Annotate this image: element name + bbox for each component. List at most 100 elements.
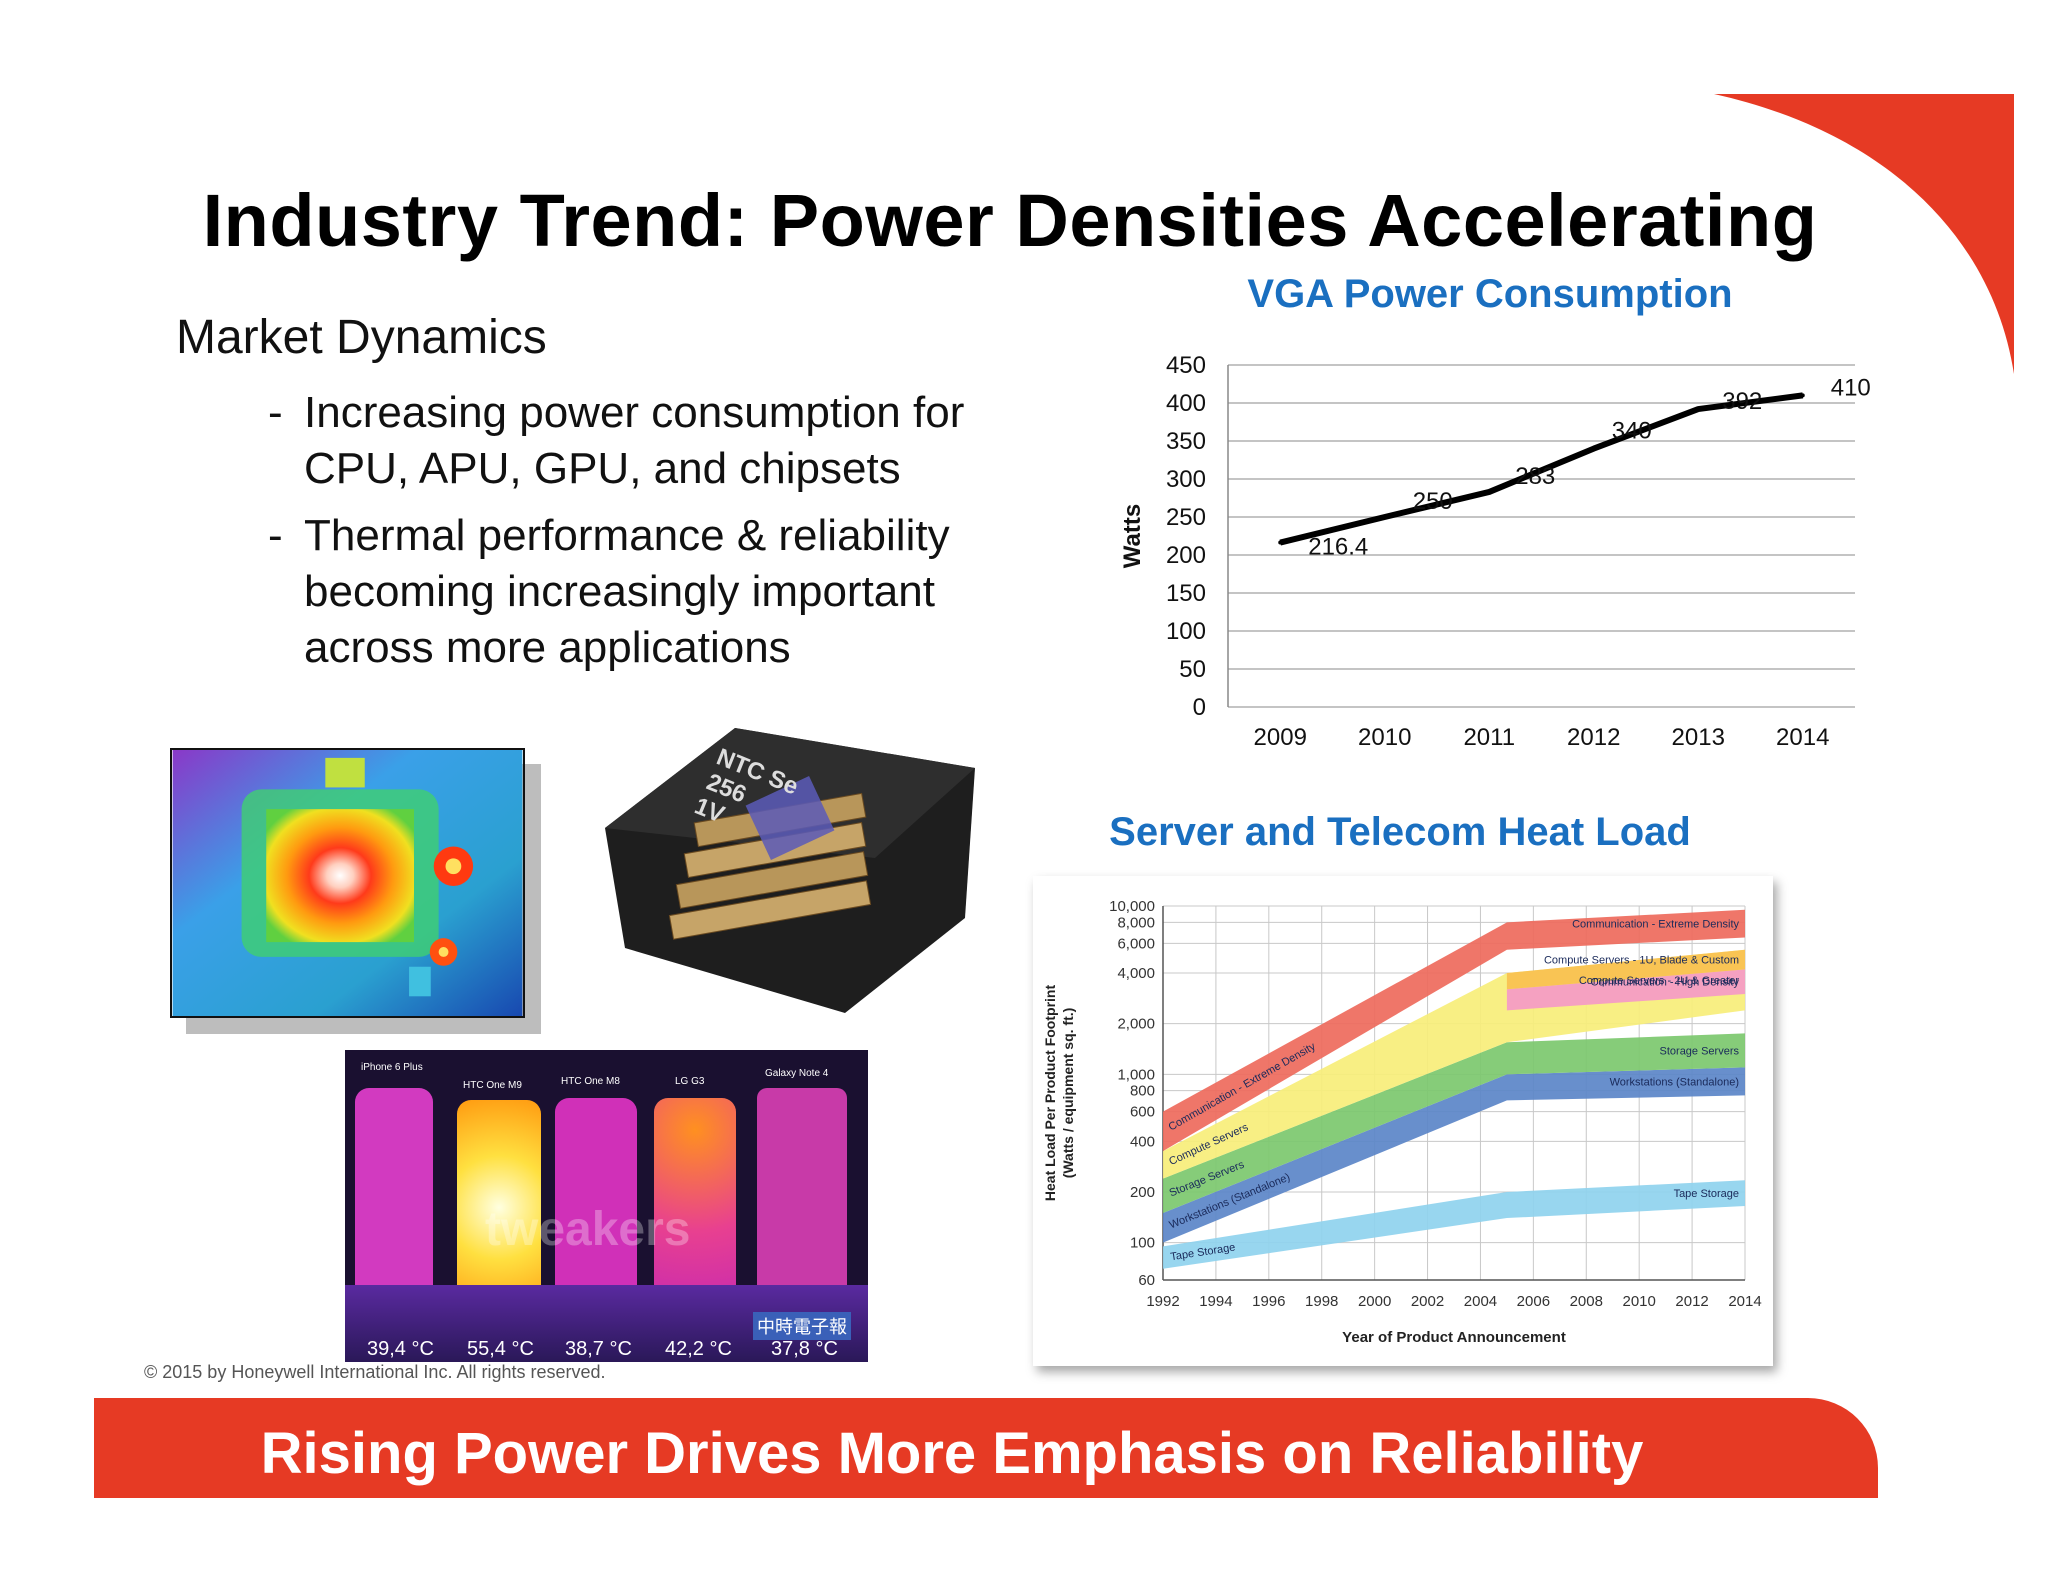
vga-data-point	[1382, 515, 1387, 519]
heat-band	[1506, 949, 1745, 990]
cpu-component-top	[325, 757, 365, 788]
heat-x-tick-label: 2002	[1411, 1293, 1444, 1310]
phone-temp-5: 37,8 °C	[771, 1338, 838, 1360]
news-logo: 中時電子報	[753, 1312, 851, 1340]
bullet-1-line-2: CPU, APU, GPU, and chipsets	[304, 444, 901, 493]
vga-y-tick-label: 100	[1166, 618, 1206, 645]
heat-x-tick-label: 2004	[1464, 1293, 1497, 1310]
heat-chart-title: Server and Telecom Heat Load	[1109, 810, 1691, 854]
bullet-1-line-1: Increasing power consumption for	[304, 388, 965, 437]
heat-band	[1506, 969, 1745, 1011]
vga-y-tick-label: 350	[1166, 428, 1206, 455]
vga-y-tick-label: 150	[1166, 580, 1206, 607]
cpu-component-bottom	[409, 966, 431, 997]
slide-title: Industry Trend: Power Densities Accelera…	[202, 179, 1818, 262]
vga-data-label: 250	[1413, 488, 1453, 515]
phone-body-2	[457, 1100, 541, 1315]
phone-temp-1: 39,4 °C	[367, 1338, 434, 1360]
phone-name-4: LG G3	[675, 1076, 705, 1087]
thermal-phones-image: iPhone 6 Plus HTC One M9 HTC One M8 LG G…	[345, 1050, 868, 1362]
tweakers-watermark: tweakers	[485, 1203, 691, 1256]
vga-data-label: 216.4	[1308, 534, 1368, 561]
phone-name-2: HTC One M9	[463, 1080, 522, 1091]
phone-name-1: iPhone 6 Plus	[361, 1062, 423, 1073]
heat-y-axis-label-line-2: (Watts / equipment sq. ft.)	[1060, 1008, 1076, 1179]
vga-x-tick-label: 2014	[1776, 724, 1829, 751]
heat-band	[1163, 1033, 1745, 1214]
vga-y-axis-label: Watts	[1119, 504, 1146, 568]
vga-y-tick-label: 50	[1179, 656, 1206, 683]
phone-name-3: HTC One M8	[561, 1076, 620, 1087]
chip-die-stack	[745, 776, 835, 860]
phone-body-1	[355, 1088, 433, 1308]
chip-layer-3	[675, 851, 869, 909]
heat-band	[1163, 1067, 1745, 1243]
phone-body-3	[555, 1098, 637, 1310]
heat-x-tick-label: 2010	[1622, 1293, 1655, 1310]
heat-y-tick-label: 6,000	[1117, 935, 1155, 952]
heat-y-axis-label-line-1: Heat Load Per Product Footprint	[1042, 985, 1058, 1202]
bullet-2-line-3: across more applications	[304, 623, 791, 672]
vga-x-tick-label: 2011	[1463, 724, 1515, 751]
bottom-banner	[94, 1398, 1878, 1498]
vga-data-label: 340	[1612, 418, 1652, 445]
cpu-die	[266, 809, 414, 943]
phone-temp-2: 55,4 °C	[467, 1338, 534, 1360]
phone-name-5: Galaxy Note 4	[765, 1068, 829, 1079]
heat-series-label-right: Workstations (Standalone)	[1610, 1076, 1739, 1088]
phone-temp-3: 38,7 °C	[565, 1338, 632, 1360]
heat-series-label-right: Communication - High Density	[1590, 977, 1739, 989]
vga-x-tick-label: 2012	[1567, 724, 1620, 751]
vga-chart-title: VGA Power Consumption	[1247, 272, 1733, 316]
vga-data-point	[1800, 393, 1805, 398]
heat-x-tick-label: 1996	[1252, 1293, 1285, 1310]
vga-y-tick-label: 250	[1166, 504, 1206, 531]
heat-y-tick-label: 1,000	[1117, 1066, 1155, 1083]
heat-series-label-right: Compute Servers - 1U, Blade & Custom	[1544, 955, 1739, 967]
heat-x-tick-label: 1994	[1199, 1293, 1232, 1310]
heat-y-tick-label: 200	[1130, 1184, 1155, 1201]
vga-data-point	[1278, 540, 1283, 545]
heat-x-tick-label: 2006	[1517, 1293, 1550, 1310]
bullet-dash: -	[268, 388, 283, 437]
heat-y-tick-label: 10,000	[1109, 898, 1155, 915]
corner-swoosh	[1714, 94, 2014, 374]
heat-load-chart: 1992 1994 1996 1998 2000 2002 2004 2006 2008 2010…	[1042, 898, 1762, 1346]
vga-power-chart: 0 50 100 150 200 250 300 350 400 450 2009 2010 2011 2…	[1119, 352, 1871, 751]
heat-y-tick-label: 100	[1130, 1235, 1155, 1252]
heat-x-tick-label: 1998	[1305, 1293, 1338, 1310]
bullet-2-line-1: Thermal performance & reliability	[304, 511, 950, 560]
vga-data-label: 392	[1722, 388, 1762, 415]
heat-series-label-right: Tape Storage	[1674, 1188, 1739, 1200]
heat-y-tick-label: 60	[1138, 1272, 1155, 1289]
vga-series-line	[1279, 392, 1804, 546]
vga-y-tick-label: 0	[1193, 694, 1206, 721]
heat-series-label-right: Storage Servers	[1660, 1045, 1740, 1057]
vga-y-tick-label: 400	[1166, 390, 1206, 417]
heat-x-tick-label: 1992	[1146, 1293, 1179, 1310]
heat-x-tick-label: 2012	[1675, 1293, 1708, 1310]
market-heading: Market Dynamics	[176, 311, 547, 364]
copyright-notice: © 2015 by Honeywell International Inc. A…	[144, 1362, 606, 1382]
heat-series-label-right: Compute Servers - 2U & Greater	[1579, 975, 1740, 987]
bullet-dash: -	[268, 511, 283, 560]
vga-data-point	[1487, 489, 1492, 494]
banner-text: Rising Power Drives More Emphasis on Rel…	[260, 1421, 1644, 1486]
phone-body-4	[654, 1098, 736, 1310]
chip-layer-4	[668, 880, 872, 940]
chip-package-image: NTC Se 256 1V	[605, 728, 975, 1013]
heat-y-tick-label: 2,000	[1117, 1016, 1155, 1033]
vga-x-tick-label: 2013	[1672, 724, 1725, 751]
corner-swoosh-shape	[1714, 94, 2014, 374]
vga-data-label: 283	[1515, 463, 1555, 490]
heat-band	[1163, 909, 1745, 1152]
heat-band	[1163, 1180, 1745, 1269]
heat-x-axis-label: Year of Product Announcement	[1342, 1329, 1566, 1346]
heat-y-tick-label: 400	[1130, 1133, 1155, 1150]
cpu-hotspot-2-core	[438, 947, 449, 957]
vga-x-tick-label: 2010	[1358, 724, 1411, 751]
heat-y-tick-label: 800	[1130, 1083, 1155, 1100]
heat-y-tick-label: 8,000	[1117, 914, 1155, 931]
phone-body-5	[757, 1088, 847, 1310]
vga-data-label: 410	[1831, 374, 1871, 401]
